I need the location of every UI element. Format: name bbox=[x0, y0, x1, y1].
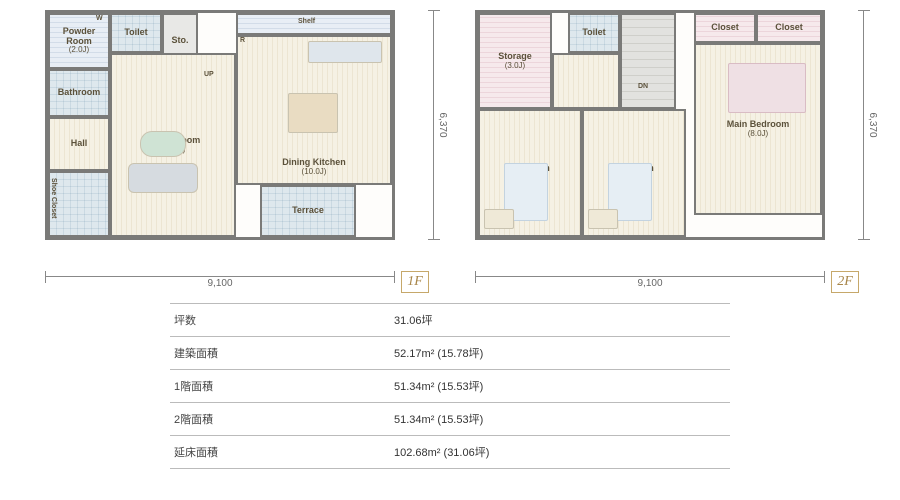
room-toilet1: Toilet bbox=[110, 13, 162, 53]
spec-key: 建築面積 bbox=[170, 337, 390, 370]
room-hall2 bbox=[552, 53, 620, 109]
spec-val: 52.17m² (15.78坪) bbox=[390, 337, 730, 370]
furn-rug bbox=[140, 131, 186, 157]
label-dn: DN bbox=[638, 83, 648, 90]
spec-key: 1階面積 bbox=[170, 370, 390, 403]
floor2-block: Storage(3.0J) Toilet Closet Closet Main … bbox=[475, 10, 855, 265]
spec-table: 坪数31.06坪 建築面積52.17m² (15.78坪) 1階面積51.34m… bbox=[170, 303, 730, 469]
furn-table bbox=[288, 93, 338, 133]
room-bath: Bathroom bbox=[48, 69, 110, 117]
floorplan-row: Powder Room(2.0J) Toilet Sto. Bathroom H… bbox=[0, 0, 900, 265]
label-r: R bbox=[240, 37, 245, 44]
room-toilet2: Toilet bbox=[568, 13, 620, 53]
floor1-block: Powder Room(2.0J) Toilet Sto. Bathroom H… bbox=[45, 10, 425, 265]
label-up: UP bbox=[204, 71, 214, 78]
furn-desk2 bbox=[588, 209, 618, 229]
label-w: W bbox=[96, 15, 103, 22]
spec-key: 坪数 bbox=[170, 304, 390, 337]
furn-sofa bbox=[128, 163, 198, 193]
spec-key: 2階面積 bbox=[170, 403, 390, 436]
floor2-dim-height: 6,370 bbox=[863, 10, 877, 240]
floor1-dim-width: 9,100 bbox=[45, 276, 395, 289]
spec-val: 102.68m² (31.06坪) bbox=[390, 436, 730, 469]
room-stair bbox=[620, 13, 676, 109]
room-closet2: Closet bbox=[756, 13, 822, 43]
floor1-dim-height: 6,370 bbox=[433, 10, 447, 240]
room-hall: Hall bbox=[48, 117, 110, 171]
label-shoecloset: Shoe Closet bbox=[50, 178, 57, 218]
label-shelf: Shelf bbox=[298, 18, 315, 25]
floor2-plan: Storage(3.0J) Toilet Closet Closet Main … bbox=[475, 10, 825, 240]
spec-key: 延床面積 bbox=[170, 436, 390, 469]
floor2-dim-width: 9,100 bbox=[475, 276, 825, 289]
room-storage: Storage(3.0J) bbox=[478, 13, 552, 109]
floor1-plan: Powder Room(2.0J) Toilet Sto. Bathroom H… bbox=[45, 10, 395, 240]
spec-val: 51.34m² (15.53坪) bbox=[390, 403, 730, 436]
table-row: 坪数31.06坪 bbox=[170, 304, 730, 337]
table-row: 1階面積51.34m² (15.53坪) bbox=[170, 370, 730, 403]
table-row: 建築面積52.17m² (15.78坪) bbox=[170, 337, 730, 370]
room-terrace: Terrace bbox=[260, 185, 356, 237]
floor1-badge: 1F bbox=[401, 271, 429, 293]
floor2-badge: 2F bbox=[831, 271, 859, 293]
furn-mainbed bbox=[728, 63, 806, 113]
spec-val: 31.06坪 bbox=[390, 304, 730, 337]
room-closet1: Closet bbox=[694, 13, 756, 43]
furn-kitchen bbox=[308, 41, 382, 63]
table-row: 2階面積51.34m² (15.53坪) bbox=[170, 403, 730, 436]
table-row: 延床面積102.68m² (31.06坪) bbox=[170, 436, 730, 469]
spec-val: 51.34m² (15.53坪) bbox=[390, 370, 730, 403]
room-entry bbox=[48, 171, 110, 237]
furn-desk1 bbox=[484, 209, 514, 229]
